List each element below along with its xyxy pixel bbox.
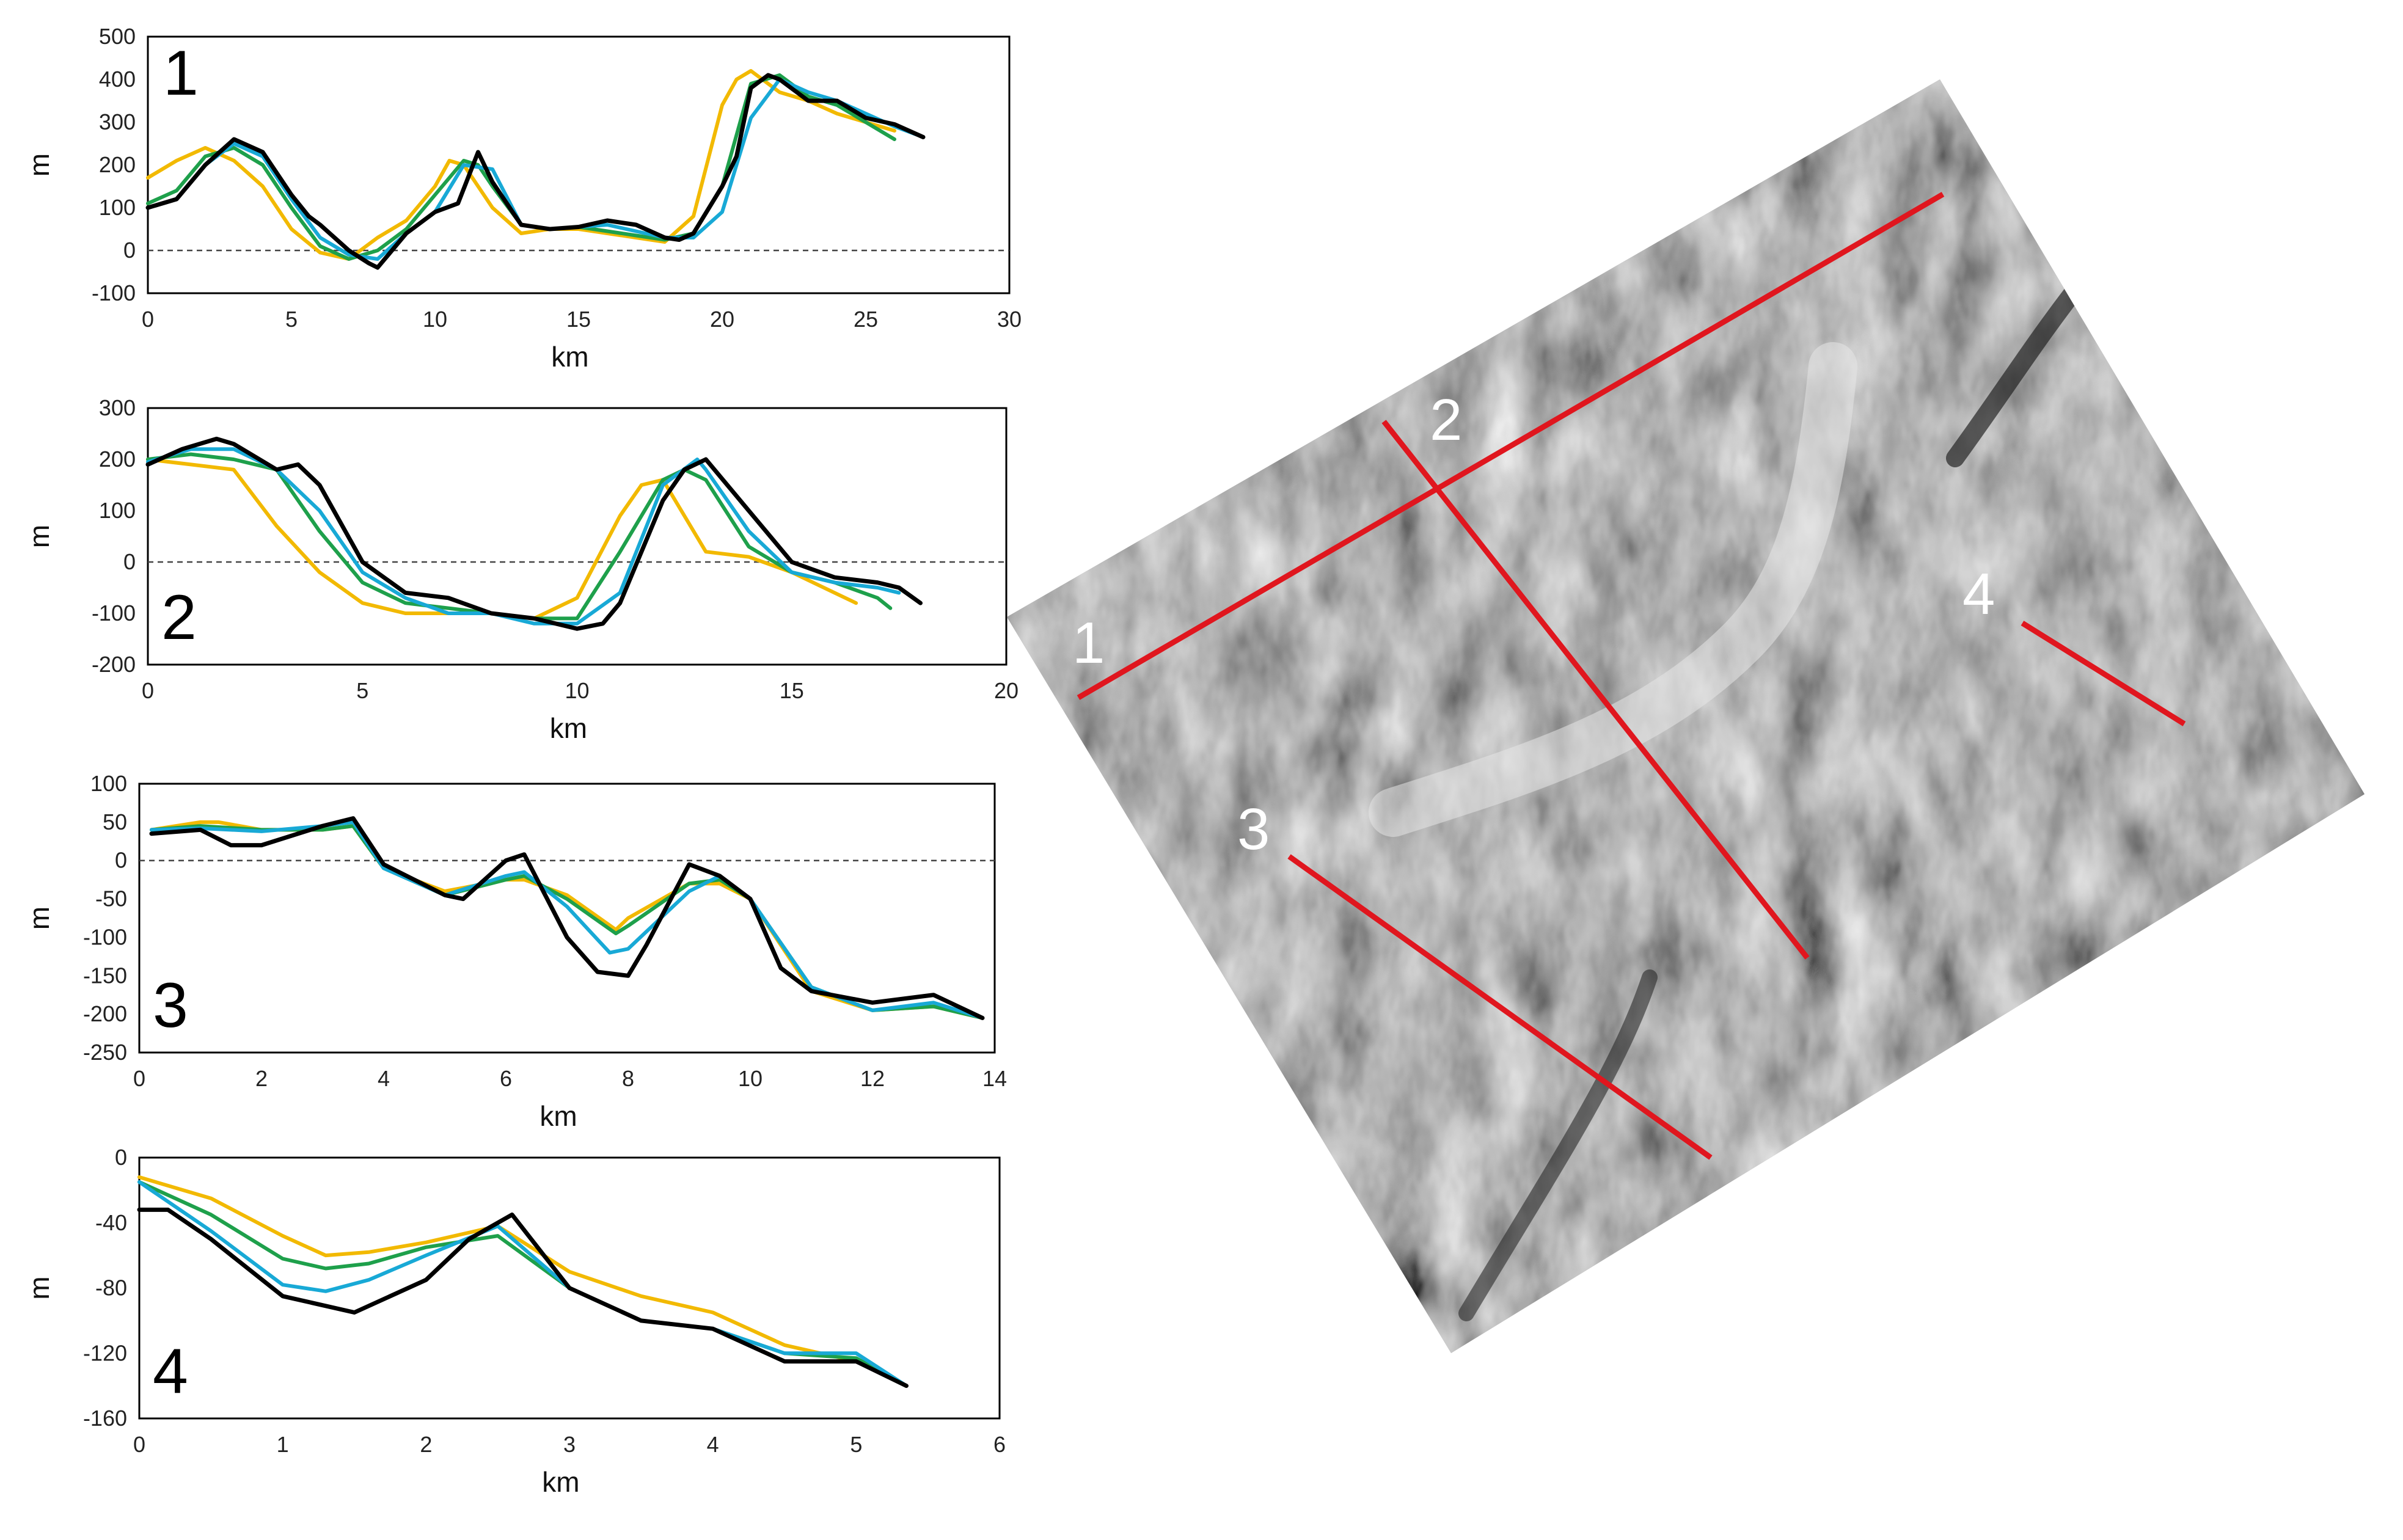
y-tick-label-2: -200 <box>92 652 136 677</box>
plot-frame-3 <box>138 783 996 1054</box>
x-tick-label-1: 10 <box>423 307 447 332</box>
profile-chart-3: 0 2 4 6 8 10 12 14 -250 -200 -150 -100 -50 0 50 100 km m 3 <box>23 771 1007 1132</box>
x-tick-label-1: 0 <box>142 307 154 332</box>
x-tick-label-3: 8 <box>622 1066 634 1091</box>
y-tick-label-3: -100 <box>83 924 127 949</box>
x-axis-label-1: km <box>551 341 588 373</box>
y-tick-label-2: 100 <box>99 498 136 523</box>
x-tick-label-3: 6 <box>500 1066 512 1091</box>
y-tick-label-1: 400 <box>99 67 136 92</box>
x-tick-label-1: 20 <box>710 307 734 332</box>
y-tick-label-4: -40 <box>95 1210 127 1235</box>
profile-chart-2: 0 5 10 15 20 -200 -100 0 100 200 300 km m 2 <box>23 395 1019 744</box>
y-tick-label-2: 0 <box>123 549 136 574</box>
y-tick-label-3: -50 <box>95 886 127 911</box>
y-tick-label-4: 0 <box>115 1145 127 1170</box>
x-tick-label-3: 2 <box>255 1066 268 1091</box>
x-axis-label-2: km <box>550 712 587 744</box>
y-tick-label-3: 100 <box>90 771 127 796</box>
profile-line-1 <box>1077 192 1945 700</box>
x-tick-label-3: 0 <box>133 1066 145 1091</box>
x-tick-label-3: 12 <box>860 1066 885 1091</box>
x-tick-label-4: 0 <box>133 1432 145 1457</box>
bright-ridge <box>1369 342 1857 837</box>
y-tick-label-1: 0 <box>123 238 136 263</box>
x-tick-label-4: 2 <box>420 1432 432 1457</box>
x-tick-label-4: 3 <box>563 1432 576 1457</box>
x-tick-label-1: 15 <box>566 307 591 332</box>
y-tick-label-1: 200 <box>99 152 136 177</box>
y-axis-label-1: m <box>23 153 55 177</box>
y-axis-label-4: m <box>23 1276 55 1299</box>
profile-line-2 <box>1381 420 1810 960</box>
profile-chart-4: 0 1 2 3 4 5 6 -160 -120 -80 -40 0 km m 4 <box>23 1145 1006 1498</box>
series-line-black-3 <box>149 816 985 1020</box>
y-tick-label-4: -120 <box>83 1340 127 1365</box>
x-tick-label-1: 5 <box>285 307 298 332</box>
x-tick-label-4: 4 <box>707 1432 719 1457</box>
panel-label-1: 1 <box>163 38 199 109</box>
y-tick-label-1: 300 <box>99 109 136 134</box>
plot-frame-2 <box>147 407 1008 666</box>
x-tick-label-2: 0 <box>142 678 154 703</box>
dark-trough-south <box>1458 969 1658 1321</box>
x-tick-label-2: 15 <box>780 678 804 703</box>
x-tick-label-3: 4 <box>378 1066 390 1091</box>
elevation-map: 1 2 3 4 <box>1007 79 2365 1353</box>
y-tick-label-3: 0 <box>115 848 127 873</box>
x-tick-label-3: 10 <box>738 1066 763 1091</box>
map-label-1: 1 <box>1072 610 1105 676</box>
map-label-4: 4 <box>1962 561 1995 627</box>
series-line-green-2 <box>146 452 893 621</box>
series-line-black-2 <box>145 436 923 631</box>
panel-label-3: 3 <box>153 970 188 1041</box>
y-tick-label-3: -250 <box>83 1040 127 1065</box>
x-axis-label-4: km <box>542 1466 579 1498</box>
panel-label-2: 2 <box>161 582 197 653</box>
x-tick-label-2: 20 <box>994 678 1019 703</box>
x-tick-label-1: 30 <box>997 307 1022 332</box>
y-tick-label-3: 50 <box>103 809 127 834</box>
x-axis-label-3: km <box>539 1100 577 1132</box>
y-tick-label-4: -160 <box>83 1406 127 1431</box>
y-tick-label-4: -80 <box>95 1275 127 1301</box>
x-tick-label-1: 25 <box>854 307 878 332</box>
x-tick-label-4: 5 <box>850 1432 862 1457</box>
y-tick-label-3: -150 <box>83 963 127 988</box>
x-tick-label-2: 5 <box>356 678 368 703</box>
y-tick-label-2: 200 <box>99 447 136 472</box>
y-tick-label-1: 100 <box>99 195 136 220</box>
panel-label-4: 4 <box>153 1336 188 1407</box>
y-tick-label-2: 300 <box>99 395 136 420</box>
map-label-3: 3 <box>1237 797 1270 862</box>
profile-line-4 <box>2021 621 2186 726</box>
x-tick-label-3: 14 <box>982 1066 1007 1091</box>
dark-trough-north <box>1946 278 2087 467</box>
y-tick-label-1: -100 <box>92 280 136 305</box>
y-tick-label-2: -100 <box>92 600 136 626</box>
series-line-cyan-4 <box>137 1180 909 1388</box>
y-tick-label-1: 500 <box>99 24 136 49</box>
x-tick-label-4: 6 <box>993 1432 1006 1457</box>
x-tick-label-4: 1 <box>277 1432 289 1457</box>
y-tick-label-3: -200 <box>83 1001 127 1026</box>
map-label-2: 2 <box>1430 387 1462 453</box>
plot-frame-1 <box>147 35 1011 294</box>
profile-line-3 <box>1287 854 1713 1160</box>
series-line-yellow-1 <box>146 69 896 261</box>
y-axis-label-3: m <box>23 907 55 930</box>
series-line-black-1 <box>145 73 926 270</box>
x-tick-label-2: 10 <box>565 678 589 703</box>
series-line-black-4 <box>137 1207 909 1389</box>
y-axis-label-2: m <box>23 525 55 548</box>
